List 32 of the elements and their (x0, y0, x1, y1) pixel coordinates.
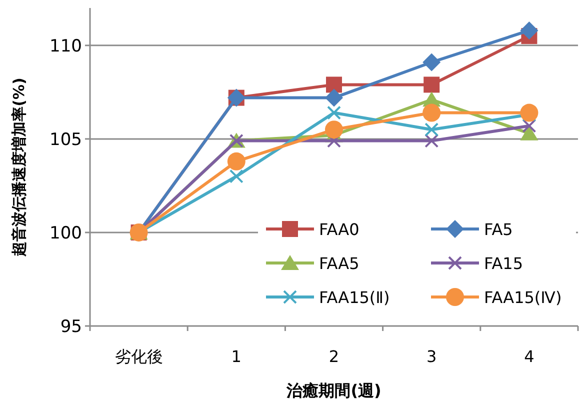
point (325, 88, 343, 107)
x-tick-label: 3 (426, 347, 437, 366)
point (522, 118, 536, 133)
x-tick-label: 1 (231, 347, 242, 366)
y-tick-label: 100 (50, 223, 82, 244)
point (422, 53, 441, 72)
point (422, 104, 441, 122)
y-axis-title: 超音波伝播速度増加率(%) (10, 78, 28, 258)
legend-label: FAA15(Ⅳ) (484, 288, 562, 307)
legend-label: FA5 (484, 220, 513, 239)
point (520, 125, 538, 140)
legend-label: FAA15(Ⅱ) (319, 288, 390, 307)
point (227, 152, 246, 170)
x-axis-title: 治癒期間(週) (286, 381, 382, 400)
legend-label: FAA5 (319, 254, 360, 273)
point (520, 104, 538, 122)
point (520, 21, 538, 40)
point (229, 169, 244, 184)
x-tick-label: 2 (328, 347, 340, 366)
legend-label: FAA0 (319, 220, 360, 239)
legend-label: FA15 (484, 254, 524, 273)
y-tick-label: 105 (50, 130, 82, 150)
point (327, 106, 341, 120)
point (424, 76, 440, 93)
y-tick-label: 110 (50, 36, 82, 56)
y-tick-label: 95 (60, 317, 82, 337)
point (424, 134, 439, 148)
x-tick-label: 4 (524, 347, 534, 366)
point (326, 76, 342, 93)
point (424, 122, 439, 137)
point (325, 120, 343, 139)
x-tick-label: 劣化後 (114, 347, 163, 366)
